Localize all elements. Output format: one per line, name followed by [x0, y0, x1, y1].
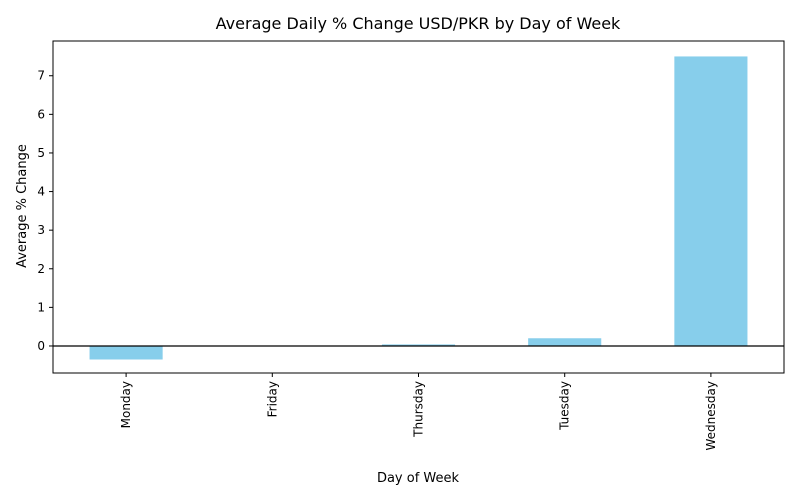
y-tick-label: 1 [37, 300, 45, 314]
y-tick-label: 4 [37, 185, 45, 199]
bar-monday [90, 346, 163, 360]
x-tick-label: Thursday [412, 381, 426, 438]
y-axis-label: Average % Change [15, 144, 30, 268]
y-tick-label: 0 [37, 339, 45, 353]
bar-wednesday [674, 56, 747, 346]
bar-tuesday [528, 338, 601, 346]
x-axis-label: Day of Week [377, 471, 460, 486]
x-tick-label: Tuesday [558, 381, 572, 431]
x-tick-label: Monday [119, 381, 133, 428]
y-tick-label: 5 [37, 146, 45, 160]
y-tick-label: 3 [37, 223, 45, 237]
x-tick-label: Friday [265, 381, 279, 417]
plot-area: 0 1 2 3 4 5 6 7 Monday Friday Thursday Tuesday Wedne… [37, 41, 784, 450]
y-tick-label: 6 [37, 107, 45, 121]
y-tick-label: 7 [37, 69, 45, 83]
chart-title: Average Daily % Change USD/PKR by Day of… [216, 14, 621, 33]
x-tick-label: Wednesday [704, 381, 718, 450]
y-tick-label: 2 [37, 262, 45, 276]
